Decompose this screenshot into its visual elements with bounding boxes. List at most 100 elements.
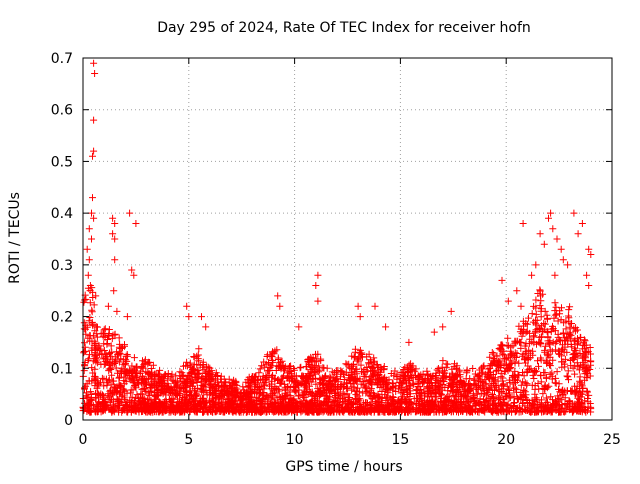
data-point (377, 402, 385, 409)
data-point (371, 302, 379, 310)
data-point (499, 402, 507, 410)
data-point (193, 379, 201, 386)
data-point (365, 359, 373, 367)
data-point (193, 352, 201, 360)
data-point (512, 375, 519, 383)
data-point (87, 388, 95, 396)
data-point (493, 366, 501, 374)
data-point (530, 339, 538, 347)
data-point (578, 400, 586, 408)
data-point (571, 382, 579, 390)
data-point (532, 310, 540, 318)
data-point (575, 366, 583, 374)
data-point (93, 384, 101, 392)
data-point (532, 408, 540, 416)
data-point (268, 352, 276, 360)
data-point (432, 372, 440, 379)
data-point (532, 261, 540, 269)
data-point (580, 404, 588, 411)
data-point (510, 384, 517, 392)
data-point (208, 367, 216, 375)
data-point (277, 396, 285, 404)
data-point (318, 406, 326, 414)
data-point (123, 408, 131, 416)
data-point (306, 366, 314, 374)
data-point (83, 245, 91, 253)
data-point (455, 366, 463, 374)
data-point (157, 388, 165, 396)
data-point (98, 351, 106, 358)
data-point (541, 369, 549, 377)
data-point (568, 343, 576, 351)
data-point (522, 328, 530, 336)
data-point (554, 347, 562, 355)
data-point (130, 271, 138, 279)
data-point (367, 363, 375, 370)
data-point (142, 380, 150, 388)
data-point (189, 366, 196, 373)
data-point (505, 387, 513, 394)
data-point (515, 359, 523, 367)
data-point (81, 339, 88, 347)
ticks-layer: 0 5 10 15 20 25 0 0.1 0.2 0.3 0.4 0.5 0.6 0.7 (51, 51, 621, 448)
data-point (423, 370, 431, 378)
data-point (485, 404, 492, 412)
data-point (105, 330, 113, 337)
data-point (509, 342, 517, 350)
data-point (410, 381, 418, 389)
data-point (304, 370, 312, 378)
data-point (250, 402, 258, 409)
data-point (529, 371, 537, 379)
data-point (532, 296, 540, 304)
data-point (536, 339, 544, 347)
data-point (305, 399, 313, 407)
data-point (489, 408, 497, 416)
data-point (525, 346, 533, 354)
data-point (256, 365, 264, 373)
data-point (163, 398, 170, 406)
data-point (564, 261, 572, 269)
data-point (523, 406, 531, 414)
data-point (509, 404, 517, 412)
data-point (347, 398, 355, 406)
data-point (583, 387, 591, 395)
data-point (201, 368, 209, 376)
data-point (355, 357, 363, 365)
data-point (143, 381, 150, 388)
data-point (362, 384, 370, 392)
data-point (362, 408, 370, 416)
data-point (304, 401, 312, 409)
data-point (313, 398, 321, 406)
data-point (206, 372, 214, 380)
data-point (186, 399, 194, 407)
data-point (89, 194, 96, 202)
data-point (178, 369, 186, 377)
data-point (334, 367, 342, 374)
data-point (430, 402, 438, 410)
data-point (274, 385, 282, 393)
data-point (586, 372, 594, 380)
data-point (409, 406, 417, 414)
data-point (150, 391, 158, 399)
data-point (541, 320, 549, 328)
data-point (402, 399, 410, 407)
data-point (511, 399, 518, 406)
data-point (488, 349, 496, 356)
data-point (421, 407, 429, 415)
data-point (296, 364, 304, 372)
data-point (362, 373, 370, 381)
data-point (524, 366, 532, 374)
data-point (343, 380, 351, 388)
data-point (540, 240, 548, 248)
data-point (515, 322, 523, 330)
data-point (310, 407, 318, 415)
data-point (302, 363, 310, 371)
data-point (582, 367, 589, 375)
data-point (355, 397, 363, 405)
data-point (538, 322, 545, 330)
data-point (374, 364, 382, 371)
data-point (473, 390, 481, 398)
data-point (162, 391, 170, 399)
data-point (100, 382, 108, 390)
data-point (86, 314, 94, 321)
